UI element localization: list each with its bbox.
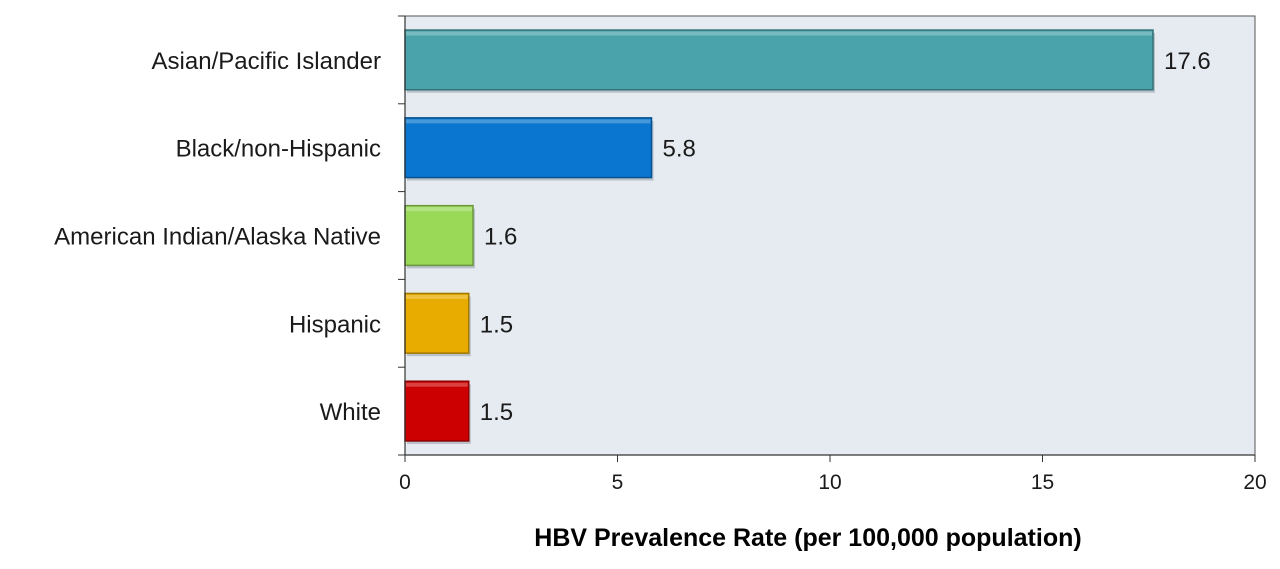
x-tick-label: 0 bbox=[399, 471, 411, 494]
category-label: American Indian/Alaska Native bbox=[54, 224, 381, 251]
x-tick-label: 20 bbox=[1243, 471, 1266, 494]
x-tick-label: 10 bbox=[818, 471, 841, 494]
x-tick-label: 15 bbox=[1031, 471, 1054, 494]
x-tick-label: 5 bbox=[612, 471, 624, 494]
category-label: Black/non-Hispanic bbox=[176, 136, 381, 163]
bar bbox=[404, 292, 470, 354]
value-label: 1.5 bbox=[480, 311, 513, 338]
bar bbox=[404, 204, 474, 267]
axes-group: 0 5 10 15 20 bbox=[398, 15, 1267, 494]
bar-highlight bbox=[406, 382, 468, 387]
bar-highlight bbox=[406, 294, 468, 299]
bars-group bbox=[404, 29, 1155, 444]
category-label: Hispanic bbox=[289, 311, 381, 338]
value-label: 17.6 bbox=[1164, 48, 1211, 75]
category-labels-group: Asian/Pacific Islander Black/non-Hispanic… bbox=[54, 48, 381, 426]
bar bbox=[404, 29, 1154, 91]
bar-highlight bbox=[406, 31, 1152, 36]
value-label: 1.5 bbox=[480, 399, 513, 426]
bar bbox=[404, 380, 470, 442]
category-label: Asian/Pacific Islander bbox=[152, 48, 381, 75]
category-label: White bbox=[320, 399, 381, 426]
bar-highlight bbox=[406, 119, 651, 124]
value-label: 1.6 bbox=[484, 224, 517, 251]
bar-highlight bbox=[406, 207, 472, 212]
value-label: 5.8 bbox=[663, 136, 696, 163]
value-labels-group: 17.6 5.8 1.6 1.5 1.5 bbox=[480, 48, 1211, 426]
x-axis-title: HBV Prevalence Rate (per 100,000 populat… bbox=[534, 524, 1081, 552]
bar bbox=[404, 117, 653, 179]
